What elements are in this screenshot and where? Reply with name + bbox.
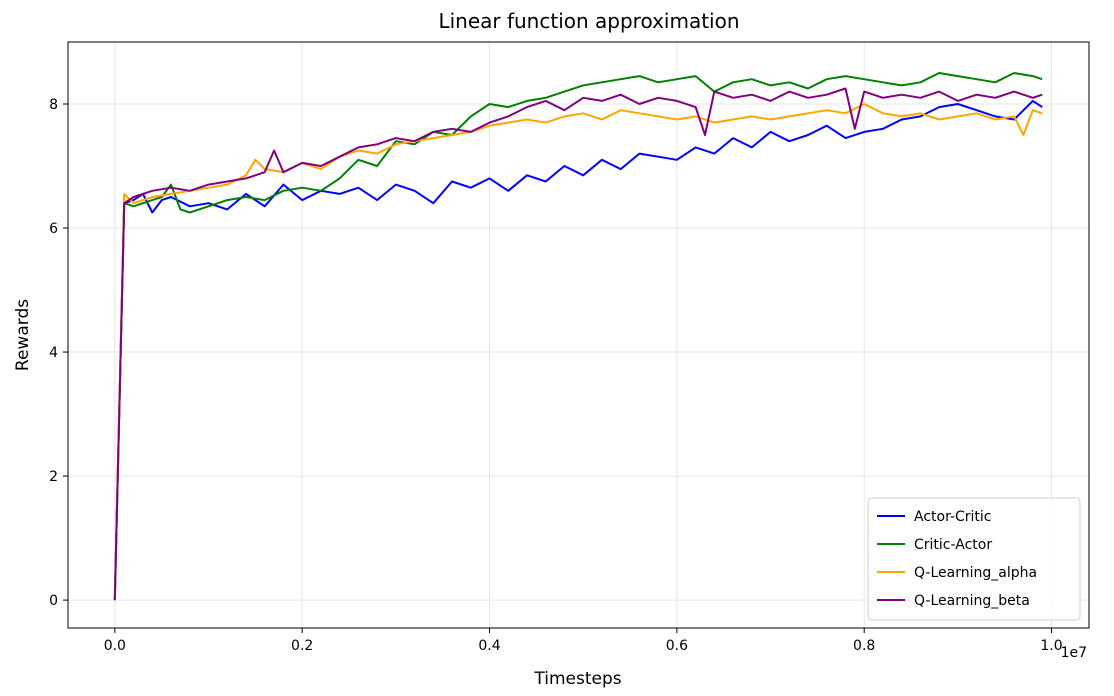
series-line-1 (113, 72, 1043, 601)
y-axis: 0 2 4 6 8 (49, 97, 68, 609)
x-offset-label: 1e7 (1061, 645, 1087, 661)
x-tick-label: 0.0 (104, 638, 126, 654)
x-tick-label: 0.2 (291, 638, 313, 654)
x-axis-label: Timesteps (533, 669, 621, 689)
y-tick-label: 8 (49, 97, 58, 113)
y-tick-label: 2 (49, 469, 58, 485)
series-layer (113, 72, 1043, 601)
y-tick-label: 6 (49, 221, 58, 237)
series-line-2 (113, 103, 1043, 601)
legend-frame (867, 497, 1081, 621)
y-tick-label: 0 (49, 593, 58, 609)
x-axis: 0.0 0.2 0.4 0.6 0.8 1.0 (104, 628, 1063, 654)
x-tick-label: 0.6 (666, 638, 688, 654)
chart-title: Linear function approximation (438, 9, 739, 33)
legend-label-1: Critic-Actor (914, 537, 992, 553)
legend-label-3: Q-Learning_beta (914, 593, 1030, 609)
legend-label-2: Q-Learning_alpha (914, 565, 1037, 581)
legend: Actor-Critic Critic-Actor Q-Learning_alpha… (867, 497, 1081, 621)
x-tick-label: 0.8 (853, 638, 875, 654)
series-line-0 (113, 99, 1043, 601)
series-line-3 (113, 87, 1043, 601)
x-tick-label: 1.0 (1040, 638, 1062, 654)
legend-label-0: Actor-Critic (914, 509, 992, 525)
plot-frame (67, 41, 1090, 629)
x-tick-label: 0.4 (478, 638, 500, 654)
y-tick-label: 4 (49, 345, 58, 361)
y-axis-label: Rewards (13, 299, 33, 371)
